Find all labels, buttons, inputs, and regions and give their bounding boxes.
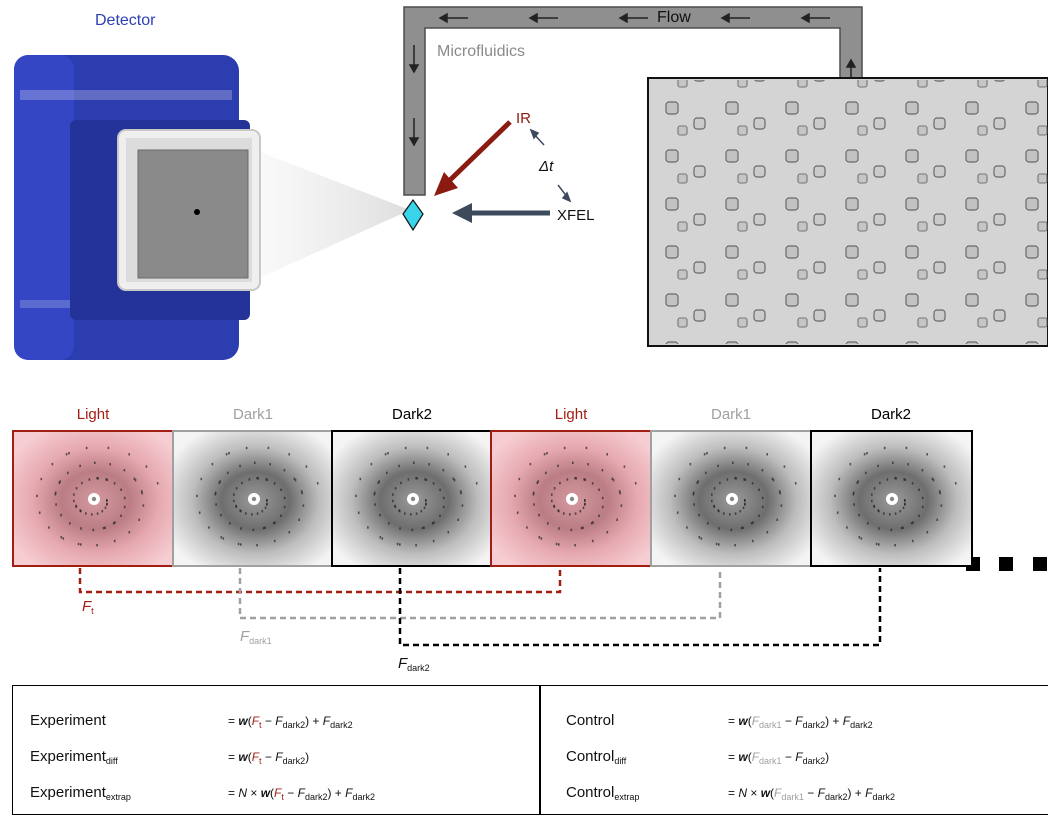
diffraction-frame-5: [650, 430, 813, 567]
pairing-lines: [78, 568, 882, 647]
frame-label-1: Light: [76, 406, 110, 423]
crystal-micrograph: [647, 77, 1048, 347]
delta-t-arrow: [529, 128, 572, 203]
diffraction-frame-1: [12, 430, 175, 567]
detector-beam: [255, 150, 410, 280]
ft-label: Ft: [82, 598, 94, 616]
frame-label-5: Dark1: [710, 406, 751, 423]
flow-arrows: [408, 12, 857, 147]
ir-label: IR: [516, 110, 531, 127]
xfel-label: XFEL: [557, 207, 595, 224]
xfel-arrow: [452, 203, 550, 223]
continuation-ellipsis: [966, 557, 1047, 571]
fdark1-label: Fdark1: [240, 628, 272, 646]
detector-label: Detector: [95, 12, 156, 29]
flow-label: Flow: [657, 9, 691, 26]
diffraction-frame-3: [331, 430, 494, 567]
frame-label-3: Dark2: [391, 406, 432, 423]
equation-divider: [539, 685, 541, 815]
sample-diamond: [402, 198, 424, 232]
delta-t-label: Δt: [539, 158, 554, 175]
frame-label-2: Dark1: [232, 406, 273, 423]
microfluidics-channel: [403, 6, 863, 196]
microfluidics-label: Microfluidics: [437, 43, 526, 60]
frame-label-6: Dark2: [870, 406, 911, 423]
detector-image: [14, 55, 261, 360]
fdark2-label: Fdark2: [398, 655, 430, 673]
frame-label-4: Light: [554, 406, 588, 423]
diffraction-frame-4: [490, 430, 653, 567]
diffraction-frame-6: [810, 430, 973, 567]
ir-arrow: [434, 120, 512, 196]
diffraction-frame-2: [172, 430, 335, 567]
